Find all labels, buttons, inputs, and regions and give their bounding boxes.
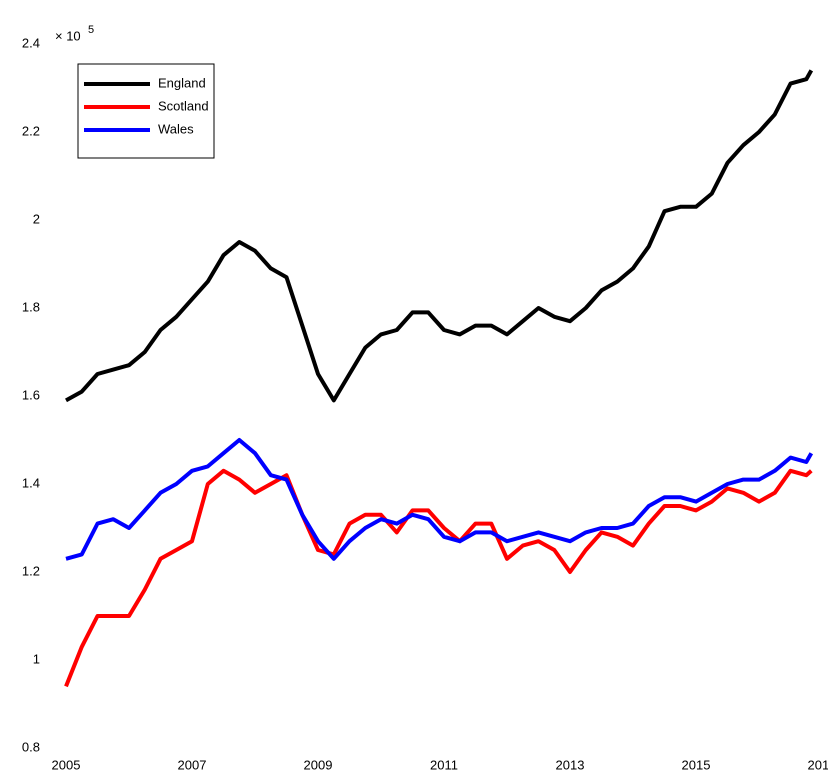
x-tick-label: 2015	[682, 757, 711, 772]
x-tick-label: 2009	[304, 757, 333, 772]
y-scale-base: × 10	[55, 28, 81, 43]
x-tick-label: 2007	[178, 757, 207, 772]
data-line	[64, 468, 813, 688]
x-tick-label: 2013	[556, 757, 585, 772]
legend-label: Wales	[158, 121, 194, 136]
x-tick-label: 2017	[808, 757, 828, 772]
legend-label: Scotland	[158, 98, 209, 113]
x-tick-label: 2011	[430, 757, 458, 772]
y-tick-label: 2.4	[22, 35, 40, 50]
y-tick-label: 1.4	[22, 475, 40, 490]
y-tick-label: 1.2	[22, 563, 40, 578]
data-line	[65, 69, 814, 403]
y-tick-label: 0.8	[22, 739, 40, 754]
y-tick-label: 2	[33, 211, 40, 226]
data-line	[65, 438, 814, 561]
legend-label: England	[158, 75, 206, 90]
y-scale-exponent: 5	[88, 24, 94, 36]
y-tick-label: 2.2	[22, 123, 40, 138]
legend-box	[77, 63, 215, 159]
x-tick-label: 2005	[52, 757, 81, 772]
y-tick-label: 1.6	[22, 387, 40, 402]
y-tick-label: 1.8	[22, 299, 40, 314]
y-tick-label: 1	[33, 651, 40, 666]
